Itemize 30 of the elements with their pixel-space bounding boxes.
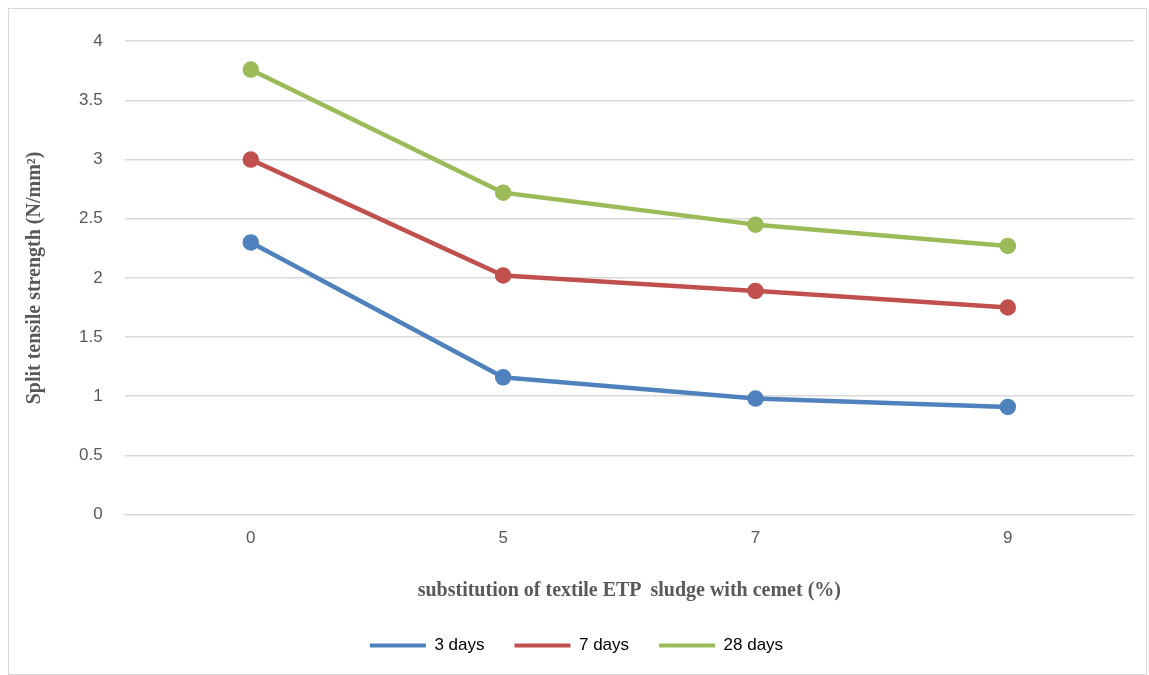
y-tick-label: 0.5 — [78, 445, 103, 465]
point — [747, 216, 764, 233]
y-tick-label: 2.5 — [78, 208, 103, 228]
point — [494, 184, 512, 201]
y-tick-label: 2 — [93, 267, 103, 287]
x-tick-label: 9 — [1003, 528, 1013, 548]
y-axis-title: Split tensile strength (N/mm²) — [22, 151, 46, 405]
x-tick-label: 7 — [750, 528, 761, 548]
legend-label: 28 days — [723, 635, 784, 655]
point — [242, 234, 260, 251]
x-axis-title: substitution of textile ETP sludge with cemet (%) — [417, 578, 841, 602]
point — [494, 369, 512, 386]
point — [242, 61, 260, 78]
point — [747, 390, 764, 407]
point — [747, 282, 764, 300]
y-tick-label: 4 — [93, 30, 103, 50]
point — [242, 151, 260, 168]
legend-label: 3 days — [434, 635, 485, 655]
x-tick-label: 5 — [498, 528, 508, 548]
x-tick-label: 0 — [246, 528, 256, 548]
y-tick-label: 3 — [93, 149, 103, 169]
point — [494, 267, 512, 284]
y-tick-label: 0 — [93, 504, 103, 524]
y-tick-label: 1.5 — [78, 326, 103, 346]
point — [999, 299, 1017, 316]
point — [999, 398, 1017, 416]
legend-label: 7 days — [578, 635, 630, 655]
y-tick-label: 1 — [93, 385, 103, 405]
point — [999, 237, 1017, 255]
y-tick-label: 3.5 — [78, 90, 103, 110]
